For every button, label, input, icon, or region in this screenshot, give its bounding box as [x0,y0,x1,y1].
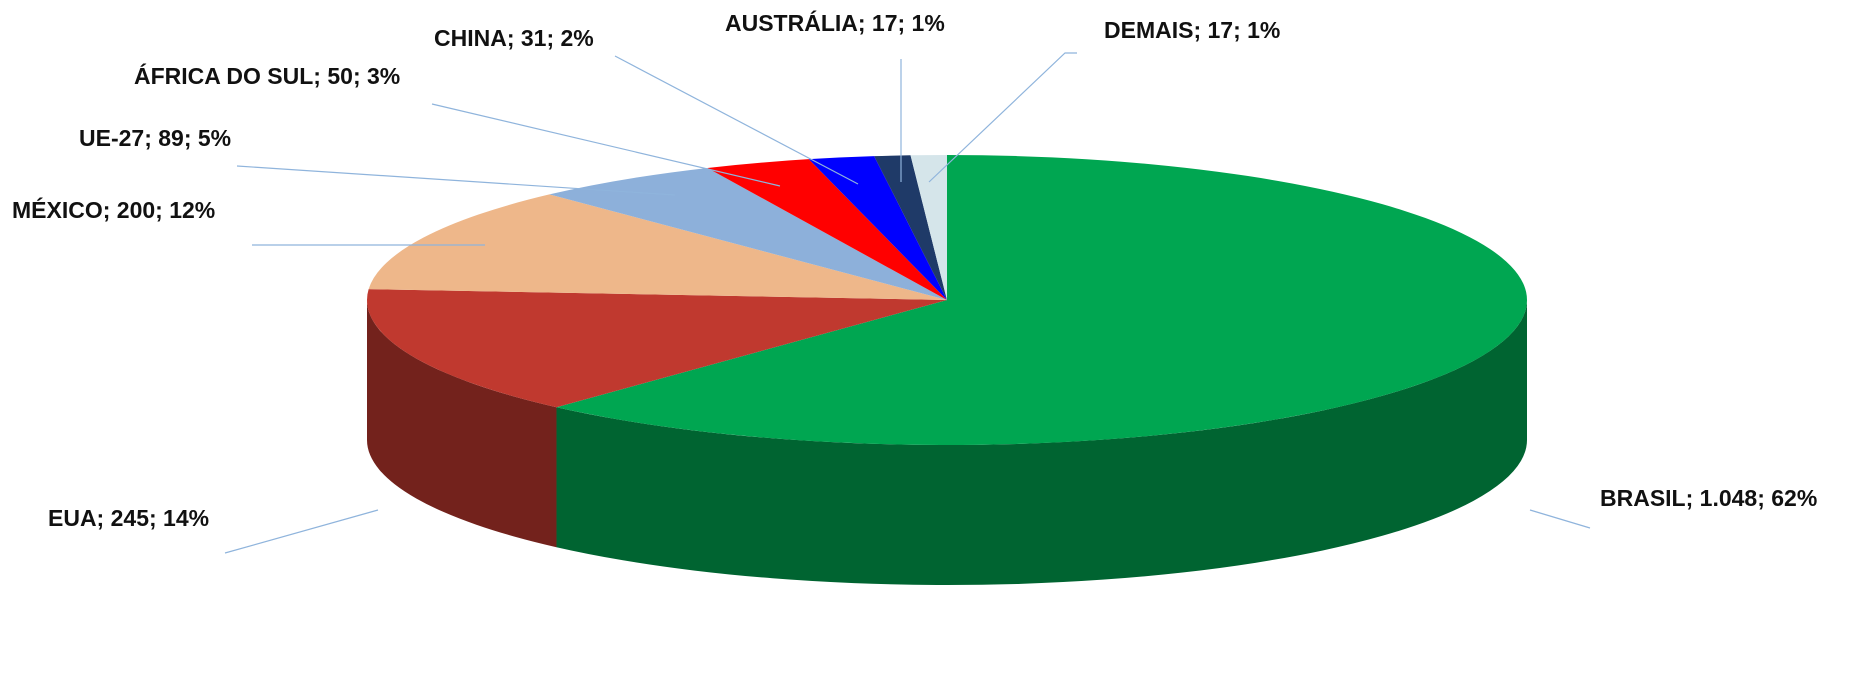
data-label: AUSTRÁLIA; 17; 1% [725,9,945,36]
data-label: EUA; 245; 14% [48,505,209,531]
slice [910,155,947,300]
data-label: CHINA; 31; 2% [434,25,594,51]
slice [367,289,947,408]
data-label: MÉXICO; 200; 12% [12,196,215,223]
slice [707,159,947,300]
slice [368,194,947,300]
data-label: UE-27; 89; 5% [79,125,231,151]
slice-side [556,300,1527,585]
slice [874,155,947,300]
leader-line [1529,509,1591,529]
data-label: ÁFRICA DO SUL; 50; 3% [134,62,400,89]
leader-line [614,55,859,185]
leader-line [236,165,676,196]
slice-side [367,300,557,548]
slice [549,167,947,300]
leader-line [928,52,1077,183]
leader-line [431,103,781,187]
data-label: DEMAIS; 17; 1% [1104,17,1280,43]
slice [556,155,1527,446]
leader-line [224,509,379,554]
slice [808,156,947,300]
data-label: BRASIL; 1.048; 62% [1600,485,1817,511]
